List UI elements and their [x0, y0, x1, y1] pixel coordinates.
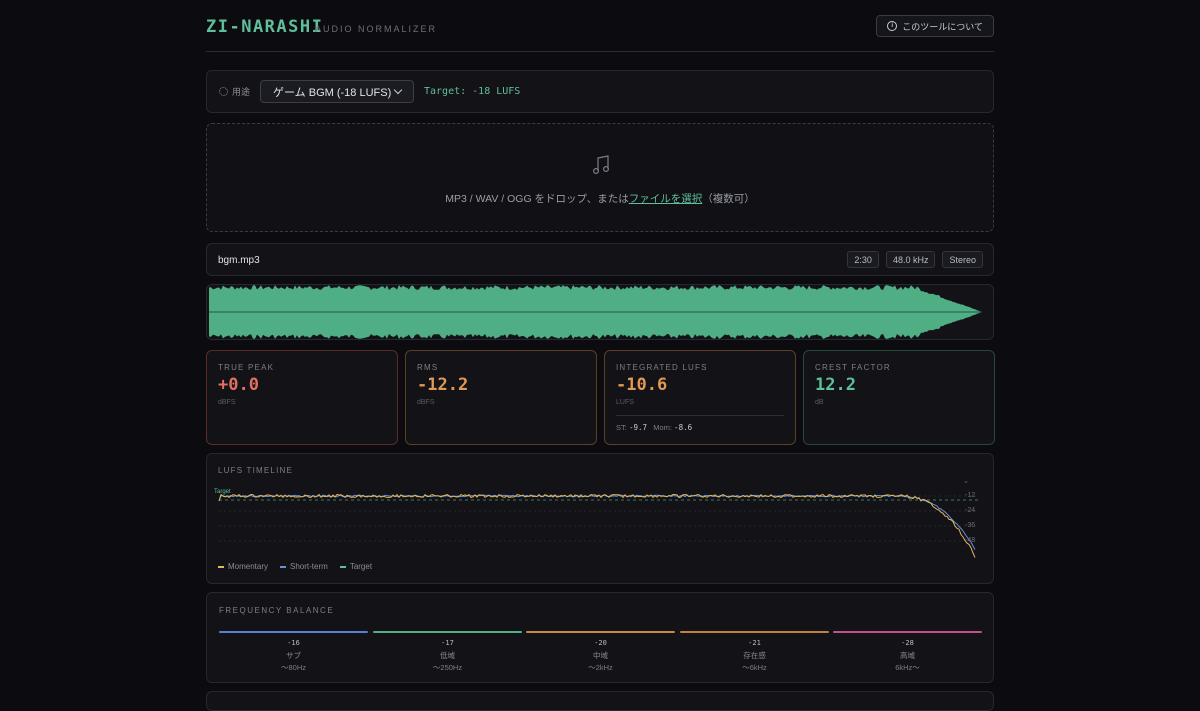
band-bar [219, 631, 368, 633]
band-mid: -20 中域 〜2kHz [526, 631, 675, 673]
metric-title: TRUE PEAK [218, 363, 275, 372]
band-sub: -16 サブ 〜80Hz [219, 631, 368, 673]
target-line-label: Target [214, 489, 231, 495]
metric-value: 12.2 [815, 375, 856, 395]
band-value: -20 [594, 639, 607, 647]
next-panel [206, 691, 994, 711]
band-bar [680, 631, 829, 633]
file-info-bar: bgm.mp3 2:30 48.0 kHz Stereo [206, 243, 994, 276]
band-value: -17 [441, 639, 454, 647]
band-name: 中域 [593, 651, 608, 660]
band-bar [526, 631, 675, 633]
lufs-timeline-panel: LUFS TIMELINE Target ⌄ -12 -24 -36 -48 M… [206, 453, 994, 584]
band-range: 〜2kHz [588, 663, 613, 672]
preset-panel: 用途 ゲーム BGM (-18 LUFS) Target: -18 LUFS [206, 70, 994, 113]
duration-badge: 2:30 [847, 251, 879, 268]
band-name: 存在感 [743, 651, 766, 660]
app-subtitle: AUDIO NORMALIZER [315, 24, 438, 34]
integrated-lufs-card: INTEGRATED LUFS -10.6 LUFS ST: -9.7 Mom:… [604, 350, 796, 445]
frequency-balance-panel: FREQUENCY BALANCE -16 サブ 〜80Hz -17 低域 〜2… [206, 592, 994, 683]
file-dropzone[interactable]: MP3 / WAV / OGG をドロップ、またはファイルを選択（複数可） [206, 123, 994, 232]
band-value: -16 [287, 639, 300, 647]
y-tick: -12 [965, 492, 976, 499]
info-icon: i [887, 21, 898, 31]
momentary-series [218, 493, 976, 558]
preset-label: 用途 [219, 85, 250, 98]
waveform-panel [206, 284, 994, 340]
metric-value: -12.2 [417, 375, 469, 395]
short-term-momentary-readout: ST: -9.7 Mom: -8.6 [616, 423, 693, 432]
legend-target: Target [339, 562, 372, 571]
metric-unit: LUFS [616, 399, 634, 406]
y-tick: -24 [965, 507, 976, 514]
y-tick: -36 [965, 522, 976, 529]
band-high: -28 高域 6kHz〜 [833, 631, 982, 673]
chevron-down-icon: ⌄ [963, 478, 969, 485]
true-peak-card: TRUE PEAK +0.0 dBFS [206, 350, 398, 445]
metric-unit: dBFS [417, 399, 435, 406]
target-label: Target: -18 LUFS [424, 86, 521, 97]
legend-momentary: Momentary [218, 562, 268, 571]
band-name: サブ [286, 651, 301, 660]
preset-select-value: ゲーム BGM (-18 LUFS) [273, 86, 392, 99]
band-value: -21 [748, 639, 761, 647]
channels-badge: Stereo [942, 251, 983, 268]
band-range: 6kHz〜 [895, 663, 920, 672]
band-presence: -21 存在感 〜6kHz [680, 631, 829, 673]
select-file-link[interactable]: ファイルを選択 [628, 193, 703, 205]
band-name: 高域 [900, 651, 915, 660]
short-term-series [218, 494, 976, 550]
y-tick: -48 [965, 537, 976, 544]
music-note-icon [592, 155, 610, 175]
waveform [209, 285, 982, 339]
metric-value: +0.0 [218, 375, 259, 395]
lufs-timeline-chart [218, 493, 979, 558]
band-range: 〜6kHz [742, 663, 767, 672]
band-range: 〜250Hz [432, 663, 463, 672]
app-header: ZI-NARASHI AUDIO NORMALIZER i このツールについて [206, 14, 994, 52]
band-low: -17 低域 〜250Hz [373, 631, 522, 673]
metric-unit: dBFS [218, 399, 236, 406]
legend-short-term: Short-term [280, 562, 328, 571]
band-range: 〜80Hz [280, 663, 306, 672]
metric-title: CREST FACTOR [815, 363, 891, 372]
timeline-legend: Momentary Short-term Target [218, 562, 372, 571]
metric-unit: dB [815, 399, 824, 406]
crest-factor-card: CREST FACTOR 12.2 dB [803, 350, 995, 445]
about-button[interactable]: i このツールについて [876, 15, 994, 37]
band-value: -28 [901, 639, 914, 647]
metric-divider [616, 415, 784, 416]
metric-title: RMS [417, 363, 439, 372]
sample-rate-badge: 48.0 kHz [885, 251, 936, 268]
frequency-title: FREQUENCY BALANCE [219, 606, 335, 615]
app-title: ZI-NARASHI [206, 17, 324, 37]
band-bar [373, 631, 522, 633]
gear-icon [219, 87, 228, 96]
dropzone-message: MP3 / WAV / OGG をドロップ、またはファイルを選択（複数可） [445, 193, 755, 205]
metric-value: -10.6 [616, 375, 668, 395]
band-name: 低域 [440, 651, 455, 660]
file-name: bgm.mp3 [218, 255, 260, 266]
chevron-down-icon [393, 85, 403, 95]
rms-card: RMS -12.2 dBFS [405, 350, 597, 445]
band-bar [833, 631, 982, 633]
preset-select[interactable]: ゲーム BGM (-18 LUFS) [260, 80, 414, 103]
metric-title: INTEGRATED LUFS [616, 363, 708, 372]
about-label: このツールについて [902, 21, 983, 32]
timeline-title: LUFS TIMELINE [218, 466, 294, 475]
